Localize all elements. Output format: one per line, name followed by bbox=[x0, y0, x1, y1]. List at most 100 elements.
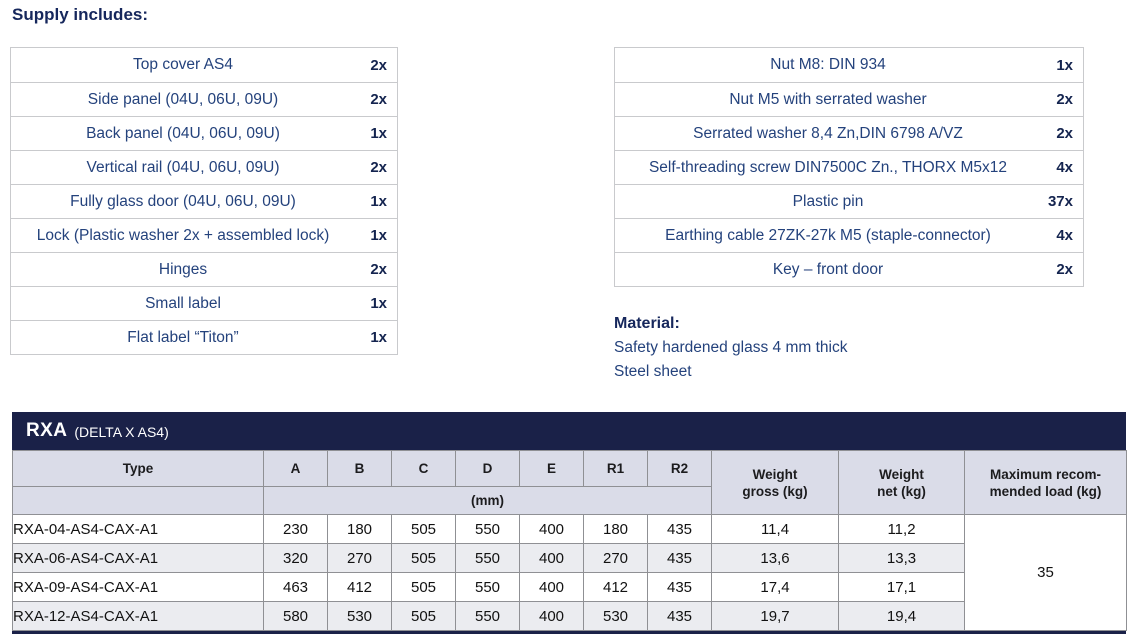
cell-dim: 435 bbox=[647, 514, 712, 544]
supply-item-name: Fully glass door (04U, 06U, 09U) bbox=[70, 192, 296, 210]
cell-dim: 435 bbox=[647, 572, 712, 602]
cell-dim: 550 bbox=[455, 572, 520, 602]
cell-weight-net: 11,2 bbox=[838, 514, 965, 544]
supply-item-name: Side panel (04U, 06U, 09U) bbox=[87, 90, 279, 108]
supply-row: Top cover AS4 2x bbox=[11, 48, 397, 82]
supply-row: Serrated washer 8,4 Zn,DIN 6798 A/VZ 2x bbox=[615, 116, 1083, 150]
unit-label: (mm) bbox=[263, 486, 712, 515]
supply-item-qty: 4x bbox=[1056, 227, 1073, 244]
supply-row: Plastic pin 37x bbox=[615, 184, 1083, 218]
col-header-e: E bbox=[519, 450, 584, 487]
supply-row: Vertical rail (04U, 06U, 09U) 2x bbox=[11, 150, 397, 184]
col-header-max-load: Maximum recom- mended load (kg) bbox=[964, 450, 1127, 515]
supply-item-qty: 1x bbox=[370, 125, 387, 142]
supply-item-name: Small label bbox=[145, 294, 221, 312]
cell-dim: 505 bbox=[391, 572, 456, 602]
table-row: RXA-04-AS4-CAX-A1 230 180 505 550 400 18… bbox=[12, 514, 1127, 631]
supply-item-qty: 37x bbox=[1047, 193, 1073, 210]
supply-item-qty: 2x bbox=[370, 261, 387, 278]
cell-dim: 400 bbox=[519, 514, 584, 544]
cell-type: RXA-04-AS4-CAX-A1 bbox=[12, 514, 264, 544]
supply-item-name: Top cover AS4 bbox=[133, 56, 233, 73]
supply-row: Small label 1x bbox=[11, 286, 397, 320]
supply-item-qty: 1x bbox=[370, 295, 387, 312]
supply-item-name: Back panel (04U, 06U, 09U) bbox=[86, 124, 280, 142]
supply-item-name: Earthing cable 27ZK-27k M5 (staple-conne… bbox=[665, 226, 991, 244]
supply-item-qty: 4x bbox=[1056, 159, 1073, 176]
supply-table-left: Top cover AS4 2x Side panel (04U, 06U, 09… bbox=[10, 47, 398, 355]
supply-row: Key – front door 2x bbox=[615, 252, 1083, 286]
spec-table: Type A B C D E R1 R2 Weight gross (kg) W… bbox=[12, 450, 1127, 631]
cell-dim: 400 bbox=[519, 601, 584, 631]
cell-weight-gross: 19,7 bbox=[711, 601, 839, 631]
supply-row: Nut M8: DIN 934 1x bbox=[615, 48, 1083, 82]
spec-table-title: RXA bbox=[26, 420, 68, 441]
supply-row: Nut M5 with serrated washer 2x bbox=[615, 82, 1083, 116]
supply-row: Lock (Plastic washer 2x + assembled lock… bbox=[11, 218, 397, 252]
supply-item-qty: 2x bbox=[1056, 91, 1073, 108]
cell-dim: 530 bbox=[327, 601, 392, 631]
supply-item-name: Nut M5 with serrated washer bbox=[729, 90, 927, 108]
cell-weight-net: 13,3 bbox=[838, 543, 965, 573]
cell-weight-gross: 17,4 bbox=[711, 572, 839, 602]
cell-weight-net: 19,4 bbox=[838, 601, 965, 631]
supply-item-qty: 2x bbox=[370, 159, 387, 176]
cell-dim: 530 bbox=[583, 601, 648, 631]
cell-max-load: 35 bbox=[964, 514, 1127, 631]
cell-dim: 180 bbox=[583, 514, 648, 544]
supply-item-name: Serrated washer 8,4 Zn,DIN 6798 A/VZ bbox=[693, 124, 963, 142]
table-row: RXA-12-AS4-CAX-A1 580 530 505 550 400 53… bbox=[12, 601, 1127, 631]
cell-dim: 400 bbox=[519, 572, 584, 602]
supply-row: Flat label “Titon” 1x bbox=[11, 320, 397, 354]
cell-dim: 550 bbox=[455, 514, 520, 544]
supply-item-qty: 2x bbox=[370, 91, 387, 108]
supply-item-name: Nut M8: DIN 934 bbox=[770, 56, 886, 73]
cell-dim: 550 bbox=[455, 601, 520, 631]
supply-item-qty: 1x bbox=[1056, 56, 1073, 74]
spec-table-subtitle: (DELTA X AS4) bbox=[74, 424, 169, 440]
cell-dim: 412 bbox=[327, 572, 392, 602]
cell-type: RXA-09-AS4-CAX-A1 bbox=[12, 572, 264, 602]
cell-dim: 505 bbox=[391, 514, 456, 544]
supply-row: Fully glass door (04U, 06U, 09U) 1x bbox=[11, 184, 397, 218]
cell-dim: 270 bbox=[583, 543, 648, 573]
col-header-c: C bbox=[391, 450, 456, 487]
supply-row: Back panel (04U, 06U, 09U) 1x bbox=[11, 116, 397, 150]
supply-row: Hinges 2x bbox=[11, 252, 397, 286]
cell-dim: 435 bbox=[647, 543, 712, 573]
cell-weight-gross: 13,6 bbox=[711, 543, 839, 573]
spec-table-section: RXA (DELTA X AS4) Type A B C D E R1 R2 W… bbox=[12, 412, 1127, 634]
cell-dim: 463 bbox=[263, 572, 328, 602]
supply-item-qty: 1x bbox=[370, 329, 387, 346]
cell-weight-gross: 11,4 bbox=[711, 514, 839, 544]
col-header-d: D bbox=[455, 450, 520, 487]
supply-item-name: Key – front door bbox=[772, 260, 884, 278]
supply-row: Self-threading screw DIN7500C Zn., THORX… bbox=[615, 150, 1083, 184]
supply-item-name: Self-threading screw DIN7500C Zn., THORX… bbox=[648, 158, 1008, 176]
table-row: RXA-09-AS4-CAX-A1 463 412 505 550 400 41… bbox=[12, 572, 1127, 602]
cell-dim: 320 bbox=[263, 543, 328, 573]
material-line: Safety hardened glass 4 mm thick bbox=[614, 339, 848, 356]
supply-item-name: Lock (Plastic washer 2x + assembled lock… bbox=[36, 226, 330, 244]
spec-table-title-bar: RXA (DELTA X AS4) bbox=[12, 412, 1126, 450]
col-header-b: B bbox=[327, 450, 392, 487]
supply-item-name: Plastic pin bbox=[792, 192, 864, 210]
col-header-weight-gross: Weight gross (kg) bbox=[711, 450, 839, 515]
material-label: Material: bbox=[614, 315, 680, 332]
page-title: Supply includes: bbox=[12, 5, 149, 24]
supply-item-name: Vertical rail (04U, 06U, 09U) bbox=[86, 158, 280, 176]
supply-item-qty: 2x bbox=[370, 56, 387, 74]
supply-row: Earthing cable 27ZK-27k M5 (staple-conne… bbox=[615, 218, 1083, 252]
col-header-r2: R2 bbox=[647, 450, 712, 487]
supply-item-name: Flat label “Titon” bbox=[127, 328, 239, 346]
col-header-weight-net: Weight net (kg) bbox=[838, 450, 965, 515]
supply-item-qty: 1x bbox=[370, 227, 387, 244]
material-line: Steel sheet bbox=[614, 363, 692, 380]
cell-dim: 230 bbox=[263, 514, 328, 544]
supply-row: Side panel (04U, 06U, 09U) 2x bbox=[11, 82, 397, 116]
cell-dim: 435 bbox=[647, 601, 712, 631]
cell-dim: 412 bbox=[583, 572, 648, 602]
supply-item-qty: 2x bbox=[1056, 125, 1073, 142]
cell-type: RXA-06-AS4-CAX-A1 bbox=[12, 543, 264, 573]
cell-dim: 270 bbox=[327, 543, 392, 573]
